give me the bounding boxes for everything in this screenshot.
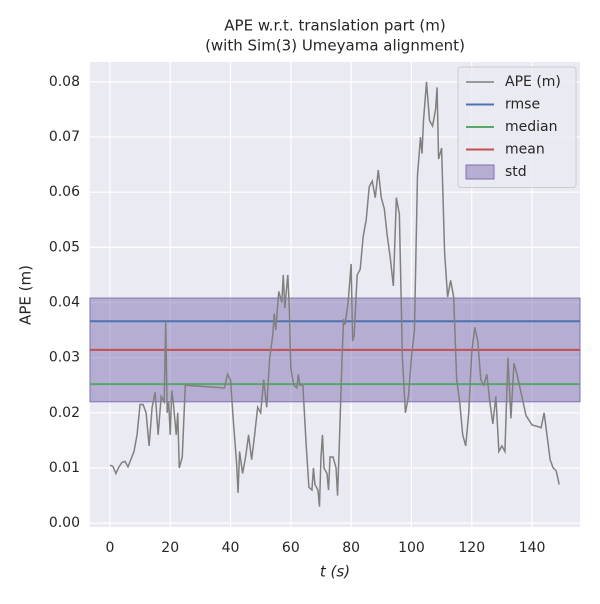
y-tick-label: 0.00 (49, 515, 80, 531)
chart-subtitle: (with Sim(3) Umeyama alignment) (205, 37, 465, 55)
x-tick-label: 40 (222, 540, 240, 556)
x-tick-label: 100 (398, 540, 425, 556)
x-axis-label: t (s) (320, 563, 350, 581)
chart-title: APE w.r.t. translation part (m) (224, 17, 445, 35)
x-tick-label: 120 (458, 540, 485, 556)
y-tick-label: 0.01 (49, 460, 80, 476)
legend-label: APE (m) (505, 74, 561, 90)
legend-label: mean (505, 142, 545, 158)
legend-label: median (505, 119, 557, 135)
y-tick-label: 0.02 (49, 405, 80, 421)
data-line (109, 81, 560, 507)
y-tick-label: 0.08 (49, 74, 80, 90)
y-tick-label: 0.04 (49, 294, 80, 310)
y-tick-label: 0.06 (49, 184, 80, 200)
legend-label: std (505, 164, 527, 180)
x-tick-label: 0 (105, 540, 114, 556)
x-tick-label: 140 (519, 540, 546, 556)
x-tick-label: 20 (161, 540, 179, 556)
y-axis-label: APE (m) (17, 265, 35, 325)
legend-box (457, 66, 577, 188)
y-tick-label: 0.07 (49, 129, 80, 145)
x-tick-label: 80 (342, 540, 360, 556)
x-tick-label: 60 (282, 540, 300, 556)
legend-label: rmse (505, 97, 540, 113)
legend-swatch (465, 164, 495, 180)
y-tick-label: 0.03 (49, 350, 80, 366)
y-tick-label: 0.05 (49, 239, 80, 255)
